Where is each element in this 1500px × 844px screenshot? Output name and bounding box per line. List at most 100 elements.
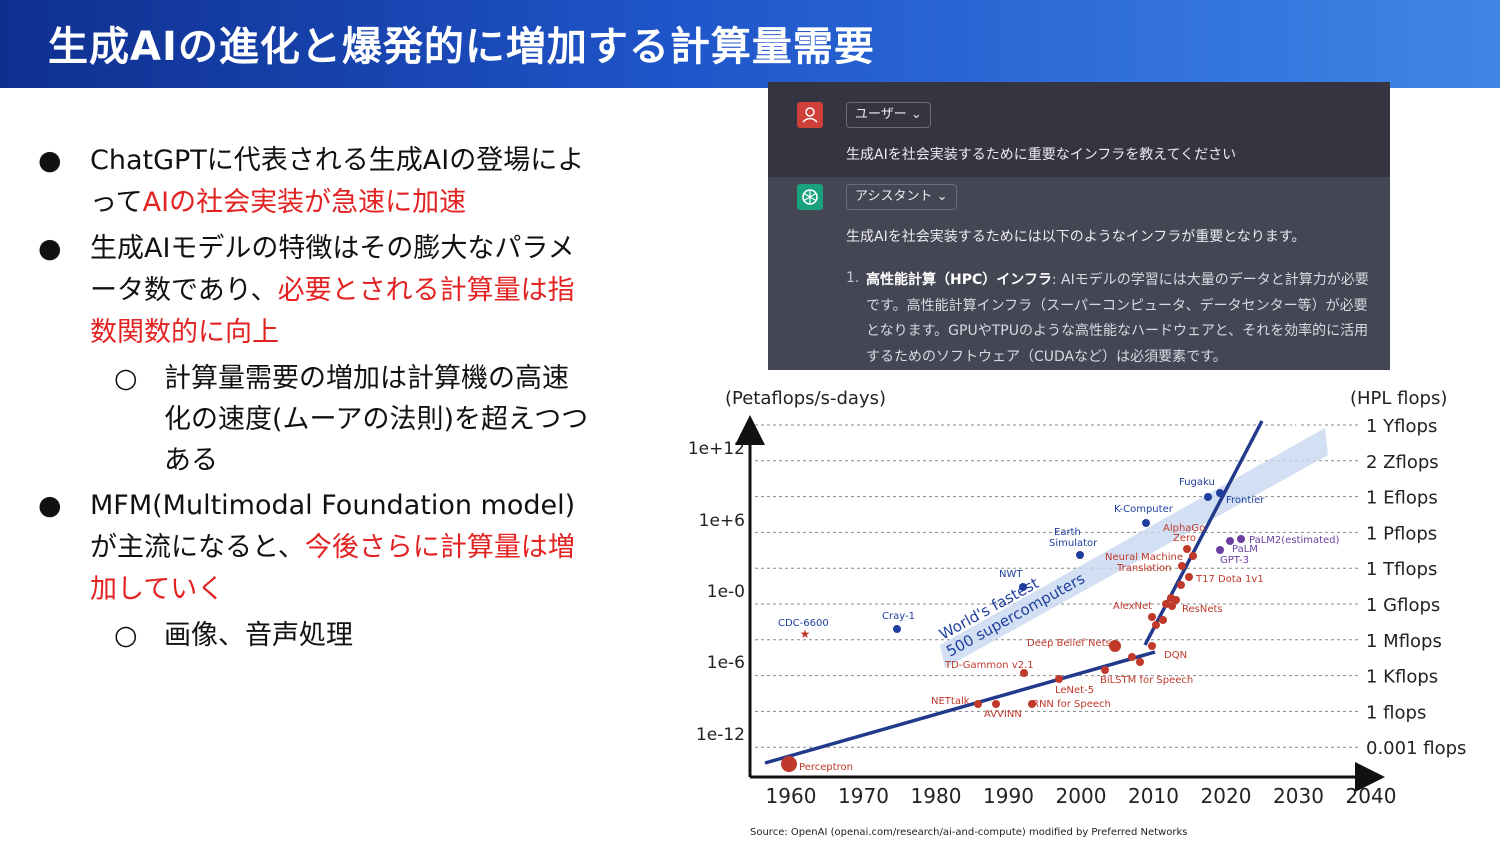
right-axis-label: (HPL flops) xyxy=(1350,388,1447,409)
bullet-marker: ○ xyxy=(114,363,138,394)
ai-model-point xyxy=(781,756,797,772)
supercomputer-point xyxy=(1204,493,1212,501)
left-tick-label: 1e-12 xyxy=(696,725,745,745)
ai-model-point xyxy=(1168,602,1176,610)
ai-model-point xyxy=(1128,653,1136,661)
bullet-marker: ● xyxy=(38,145,62,176)
ai-model-point xyxy=(1183,545,1191,553)
x-tick-label: 1980 xyxy=(911,784,962,808)
left-tick-label: 1e+12 xyxy=(688,439,745,459)
supercomputer-label: Frontier xyxy=(1226,495,1265,506)
highlight-text: 必要とされる計算量は指数関数的に向上 xyxy=(90,275,575,348)
ai-model-label: Zero xyxy=(1173,533,1196,544)
supercomputer-label: K-Computer xyxy=(1114,504,1174,515)
list-number: 1. xyxy=(846,270,860,286)
right-tick-label: 1 Gflops xyxy=(1366,595,1440,616)
right-tick-label: 1 Eflops xyxy=(1366,488,1438,509)
bullet-item: ● ChatGPTに代表される生成AIの登場によってAIの社会実装が急速に加速 xyxy=(38,140,590,224)
assistant-role-label: アシスタント xyxy=(855,189,933,204)
left-tick-label: 1e+6 xyxy=(699,511,745,531)
supercomputer-label: Fugaku xyxy=(1179,477,1215,488)
assistant-logo-icon xyxy=(797,184,823,210)
ai-model-label: TD-Gammon v2.1 xyxy=(944,660,1034,671)
source-note: Source: OpenAI (openai.com/research/ai-a… xyxy=(750,827,1187,838)
supercomputer-label: Simulator xyxy=(1049,538,1098,549)
ai-model-point xyxy=(1172,596,1180,604)
supercomputer-point xyxy=(1019,583,1027,591)
supercomputer-label: Cray-1 xyxy=(882,611,915,622)
supercomputer-label: CDC-6600 xyxy=(778,618,829,629)
user-avatar-icon xyxy=(797,102,823,128)
ai-model-point xyxy=(1136,658,1144,666)
supercomputer-point xyxy=(893,625,901,633)
x-tick-label: 2030 xyxy=(1273,784,1324,808)
ai-model-label: LeNet-5 xyxy=(1055,685,1094,696)
ai-model-point xyxy=(1159,616,1167,624)
ai-model-label: Translation xyxy=(1116,563,1172,574)
highlight-text: AIの社会実装が急速に加速 xyxy=(142,187,467,218)
bullet-text: 画像、音声処理 xyxy=(164,620,353,651)
ai-model-point xyxy=(1177,581,1185,589)
ai-model-point xyxy=(1101,666,1109,674)
right-tick-label: 0.001 flops xyxy=(1366,738,1466,759)
right-tick-label: 1 Tflops xyxy=(1366,559,1437,580)
bullet-marker: ○ xyxy=(114,620,138,651)
x-tick-label: 1960 xyxy=(766,784,817,808)
user-role-label: ユーザー xyxy=(855,107,907,122)
ai-model-point xyxy=(1028,700,1036,708)
ai-model-point xyxy=(1178,562,1186,570)
ai-model-label: BiLSTM for Speech xyxy=(1100,675,1193,686)
ai-model-point xyxy=(1148,613,1156,621)
ai-model-label: RNN for Speech xyxy=(1032,699,1111,710)
supercomputer-label: NWT xyxy=(999,569,1023,580)
ai-model-point xyxy=(1189,552,1197,560)
ai-model-point xyxy=(1185,573,1193,581)
left-tick-label: 1e-0 xyxy=(707,582,745,602)
bullet-text: 計算量需要の増加は計算機の高速化の速度(ムーアの法則)を超えつつある xyxy=(164,363,589,476)
ai-model-label: Perceptron xyxy=(799,762,853,773)
supercomputer-label: Earth xyxy=(1054,527,1081,538)
ai-model-label: ResNets xyxy=(1182,604,1223,615)
bullet-item: ● 生成AIモデルの特徴はその膨大なパラメータ数であり、必要とされる計算量は指数関… xyxy=(38,228,590,354)
ai-model-label: AlexNet xyxy=(1113,601,1152,612)
sub-bullet-item: ○ 画像、音声処理 xyxy=(38,615,594,656)
bullet-text: MFM(Multimodal Foundation model)が主流になると、 xyxy=(90,490,576,563)
ai-model-point xyxy=(1148,642,1156,650)
ai-model-label: NETtalk xyxy=(931,696,970,707)
title-bar: 生成AIの進化と爆発的に増加する計算量需要 xyxy=(0,0,1500,88)
user-message-row: ユーザー ⌄ 生成AIを社会実装するために重要なインフラを教えてください xyxy=(768,82,1390,177)
ai-model-label: AlphaGo xyxy=(1163,523,1205,534)
ai-model-point xyxy=(974,700,982,708)
right-tick-label: 2 Zflops xyxy=(1366,452,1439,473)
ai-model-label: Neural Machine xyxy=(1105,552,1183,563)
supercomputer-point xyxy=(1076,551,1084,559)
trend-line-early xyxy=(764,650,1156,765)
ai-model-point xyxy=(1237,535,1245,543)
bullet-item: ● MFM(Multimodal Foundation model)が主流になると… xyxy=(38,485,590,611)
ai-model-point xyxy=(1055,675,1063,683)
item-body: : AIモデルの学習には大量のデータと計算力が必要です。高性能計算インフラ（スー… xyxy=(866,272,1369,365)
bullet-marker: ● xyxy=(38,233,62,264)
ai-model-label: AVVINN xyxy=(984,709,1022,720)
ai-model-label: T17 Dota 1v1 xyxy=(1195,574,1264,585)
supercomputer-point xyxy=(1216,489,1224,497)
right-tick-label: 1 flops xyxy=(1366,702,1426,723)
ai-model-point xyxy=(1152,621,1160,629)
ai-model-point xyxy=(1216,546,1224,554)
right-tick-label: 1 Mflops xyxy=(1366,631,1442,652)
chat-screenshot: ユーザー ⌄ 生成AIを社会実装するために重要なインフラを教えてください アシス… xyxy=(768,82,1390,370)
x-tick-label: 2000 xyxy=(1056,784,1107,808)
ai-model-label: PaLM2(estimated) xyxy=(1249,535,1340,546)
user-role-dropdown[interactable]: ユーザー ⌄ xyxy=(846,102,931,128)
left-tick-label: 1e-6 xyxy=(707,653,745,673)
supercomputer-band xyxy=(940,428,1328,668)
chevron-down-icon: ⌄ xyxy=(910,107,922,122)
ai-model-point xyxy=(992,700,1000,708)
bullet-text: 生成AIモデルの特徴はその膨大なパラメータ数であり、 xyxy=(90,233,575,306)
page-title: 生成AIの進化と爆発的に増加する計算量需要 xyxy=(48,24,875,70)
assistant-role-dropdown[interactable]: アシスタント ⌄ xyxy=(846,184,957,210)
item-heading: 高性能計算（HPC）インフラ xyxy=(866,272,1052,288)
supercomputer-star: ★ xyxy=(800,627,811,641)
left-axis-label: (Petaflops/s-days) xyxy=(725,388,886,409)
